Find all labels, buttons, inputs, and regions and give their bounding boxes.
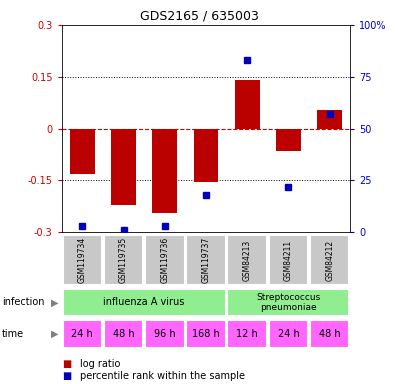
Text: 48 h: 48 h	[113, 329, 135, 339]
Text: GSM84212: GSM84212	[325, 240, 334, 281]
Bar	[152, 129, 177, 214]
Bar	[145, 235, 185, 285]
Text: GSM119736: GSM119736	[160, 237, 169, 283]
Bar	[269, 235, 308, 285]
Text: ▶: ▶	[51, 329, 59, 339]
Text: 96 h: 96 h	[154, 329, 176, 339]
Text: ■: ■	[62, 371, 71, 381]
Bar	[310, 320, 349, 348]
Text: influenza A virus: influenza A virus	[103, 297, 185, 308]
Text: GDS2165 / 635003: GDS2165 / 635003	[140, 10, 258, 23]
Bar	[227, 289, 349, 316]
Bar	[269, 320, 308, 348]
Text: percentile rank within the sample: percentile rank within the sample	[80, 371, 245, 381]
Bar	[62, 320, 102, 348]
Bar	[310, 235, 349, 285]
Bar	[104, 235, 143, 285]
Text: ■: ■	[62, 359, 71, 369]
Text: GSM119734: GSM119734	[78, 237, 87, 283]
Bar	[145, 320, 185, 348]
Text: Streptococcus
pneumoniae: Streptococcus pneumoniae	[256, 293, 320, 312]
Text: 48 h: 48 h	[319, 329, 340, 339]
Text: GSM84213: GSM84213	[243, 240, 252, 281]
Text: 12 h: 12 h	[236, 329, 258, 339]
Bar	[104, 320, 143, 348]
Bar	[227, 320, 267, 348]
Bar	[111, 129, 136, 205]
Text: GSM119737: GSM119737	[201, 237, 211, 283]
Bar	[235, 80, 259, 129]
Text: log ratio: log ratio	[80, 359, 120, 369]
Bar	[193, 129, 219, 182]
Bar	[186, 235, 226, 285]
Text: time: time	[2, 329, 24, 339]
Text: 24 h: 24 h	[71, 329, 93, 339]
Bar	[186, 320, 226, 348]
Bar	[62, 235, 102, 285]
Text: infection: infection	[2, 297, 45, 308]
Text: GSM119735: GSM119735	[119, 237, 128, 283]
Bar	[70, 129, 95, 174]
Bar	[317, 110, 342, 129]
Bar	[227, 235, 267, 285]
Text: ▶: ▶	[51, 297, 59, 308]
Text: 168 h: 168 h	[192, 329, 220, 339]
Bar	[276, 129, 301, 151]
Text: 24 h: 24 h	[277, 329, 299, 339]
Bar	[62, 289, 226, 316]
Text: GSM84211: GSM84211	[284, 240, 293, 281]
